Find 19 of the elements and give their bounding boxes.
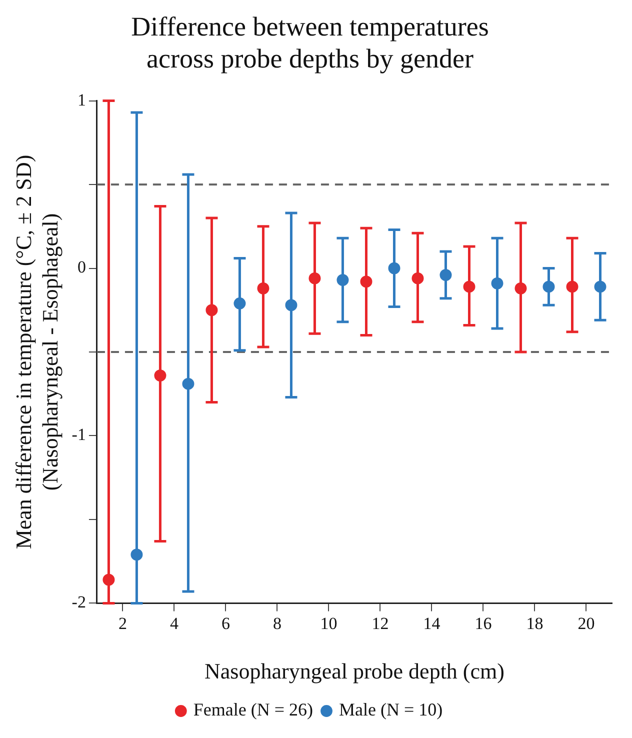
x-tick-label: 6 xyxy=(221,614,230,633)
legend-label: Male (N = 10) xyxy=(339,700,443,720)
y-tick-label: 1 xyxy=(77,90,86,110)
x-tick-label: 18 xyxy=(526,614,544,633)
y-tick-label: -1 xyxy=(72,425,86,444)
x-tick-label: 20 xyxy=(578,614,595,633)
chart-title: Difference between temperatures across probe depths by gender xyxy=(131,11,489,74)
x-axis-title: Nasopharyngeal probe depth (cm) xyxy=(204,658,504,684)
y-tick-label: 0 xyxy=(77,258,86,277)
y-axis-title: Mean difference in temperature (°C, ± 2 SD) (Nasopharyngeal - Esophageal) xyxy=(10,154,62,550)
x-tick-label: 12 xyxy=(372,614,389,633)
x-tick-label: 16 xyxy=(474,614,492,633)
y-tick-label: -2 xyxy=(72,592,86,612)
x-tick-label: 2 xyxy=(118,614,127,633)
x-tick-label: 4 xyxy=(170,614,179,633)
x-tick-label: 8 xyxy=(272,614,282,633)
legend-label: Female (N = 26) xyxy=(193,700,314,720)
x-tick-label: 14 xyxy=(423,614,441,633)
x-tick-label: 10 xyxy=(320,614,338,633)
